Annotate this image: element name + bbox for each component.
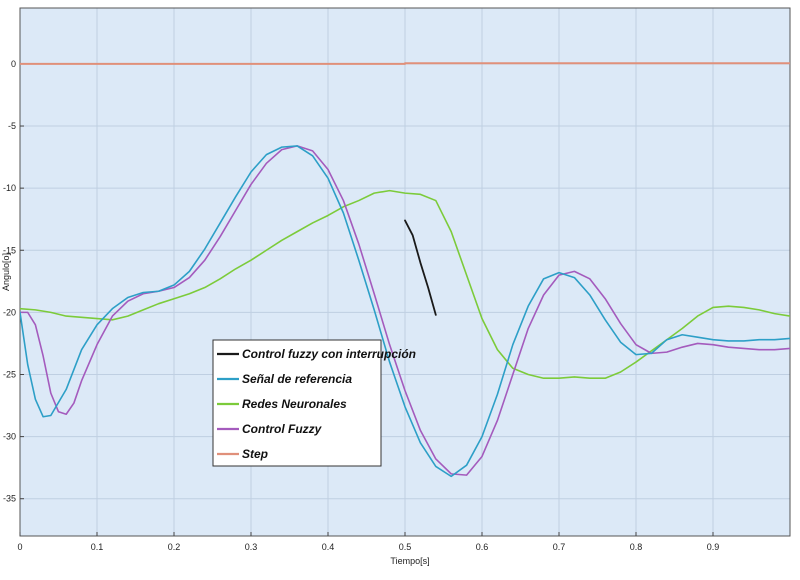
y-axis-label: Angulo[o]	[1, 253, 11, 291]
legend-label: Señal de referencia	[242, 372, 352, 386]
x-tick-label: 0.8	[630, 542, 643, 552]
series-line-1	[20, 145, 790, 478]
y-tick-label: -30	[3, 432, 16, 442]
y-tick-label: 0	[11, 59, 16, 69]
x-tick-label: 0.2	[168, 542, 181, 552]
x-tick-label: 0.9	[707, 542, 720, 552]
x-tick-label: 0.3	[245, 542, 258, 552]
x-axis-label: Tiempo[s]	[390, 556, 429, 566]
legend-label: Step	[242, 447, 268, 461]
y-tick-label: -5	[8, 121, 16, 131]
y-tick-label: -20	[3, 307, 16, 317]
legend-label: Control Fuzzy	[242, 422, 323, 436]
series-line-4	[20, 62, 790, 65]
legend-box	[212, 339, 382, 467]
x-tick-label: 0.6	[476, 542, 489, 552]
y-tick-label: -35	[3, 494, 16, 504]
y-tick-label: -15	[3, 245, 16, 255]
series-line-0	[404, 219, 437, 316]
x-tick-label: 0	[17, 542, 22, 552]
y-tick-label: -25	[3, 369, 16, 379]
x-tick-label: 0.1	[91, 542, 104, 552]
x-tick-label: 0.5	[399, 542, 412, 552]
x-tick-label: 0.7	[553, 542, 566, 552]
legend-label: Control fuzzy con interrupción	[242, 347, 416, 361]
y-tick-label: -10	[3, 183, 16, 193]
legend-label: Redes Neuronales	[242, 397, 347, 411]
x-tick-label: 0.4	[322, 542, 335, 552]
